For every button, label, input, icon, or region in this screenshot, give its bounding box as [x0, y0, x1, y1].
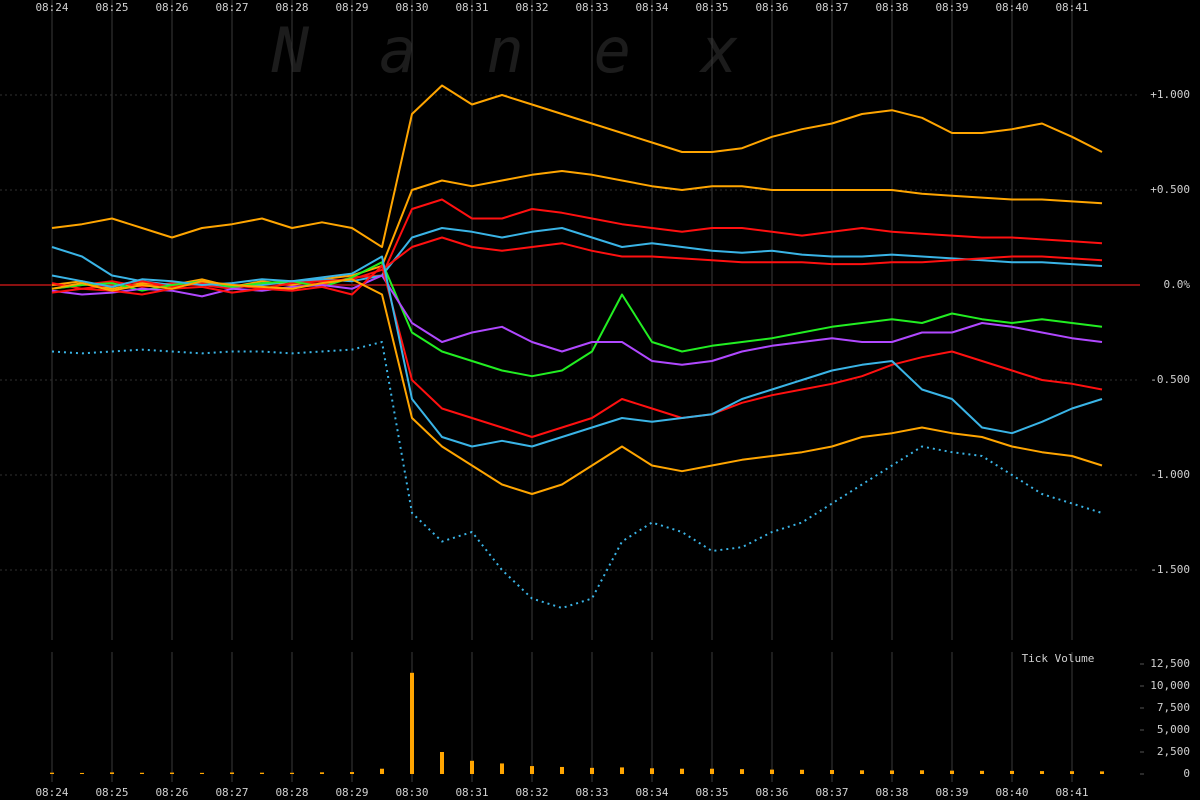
x-tick-label: 08:30 [395, 1, 428, 14]
x-tick-label: 08:35 [695, 786, 728, 799]
volume-bar [1070, 771, 1074, 774]
x-tick-label: 08:29 [335, 786, 368, 799]
x-tick-label: 08:24 [35, 1, 68, 14]
x-tick-label: 08:32 [515, 786, 548, 799]
volume-bar [1100, 771, 1104, 774]
volume-bar [680, 768, 684, 774]
volume-bar [980, 770, 984, 774]
volume-bar [650, 768, 654, 774]
volume-bar [740, 769, 744, 774]
y-tick-label: 10,000 [1150, 679, 1190, 692]
y-tick-label: 2,500 [1157, 745, 1190, 758]
volume-bar [800, 769, 804, 774]
volume-bar [830, 770, 834, 774]
volume-bar [380, 768, 384, 774]
y-tick-label: -1.500 [1150, 563, 1190, 576]
y-tick-label: 0 [1183, 767, 1190, 780]
x-tick-label: 08:36 [755, 1, 788, 14]
volume-bar [200, 772, 204, 774]
x-tick-label: 08:39 [935, 786, 968, 799]
panel-title: Tick Volume [1022, 652, 1095, 665]
volume-bar [530, 766, 534, 774]
x-tick-label: 08:38 [875, 1, 908, 14]
volume-bar [470, 760, 474, 774]
x-tick-label: 08:38 [875, 786, 908, 799]
price-line [51, 265, 1103, 438]
volume-bar [710, 768, 714, 774]
price-line [51, 274, 1103, 366]
volume-bar [560, 766, 564, 774]
y-tick-label: 7,500 [1157, 701, 1190, 714]
y-tick-label: +1.000 [1150, 88, 1190, 101]
x-tick-label: 08:33 [575, 786, 608, 799]
x-tick-label: 08:39 [935, 1, 968, 14]
price-line [51, 198, 1103, 290]
x-tick-label: 08:25 [95, 1, 128, 14]
x-tick-label: 08:25 [95, 786, 128, 799]
volume-bar [890, 770, 894, 774]
volume-bar [620, 767, 624, 774]
x-tick-label: 08:27 [215, 786, 248, 799]
volume-bar [770, 769, 774, 774]
x-tick-label: 08:31 [455, 1, 488, 14]
volume-bar [110, 772, 114, 774]
x-tick-label: 08:27 [215, 1, 248, 14]
x-tick-label: 08:34 [635, 786, 668, 799]
y-tick-label: 12,500 [1150, 657, 1190, 670]
x-tick-label: 08:28 [275, 786, 308, 799]
volume-bar [320, 772, 324, 774]
volume-bar [290, 772, 294, 774]
price-line [51, 261, 1103, 378]
x-tick-label: 08:35 [695, 1, 728, 14]
x-tick-label: 08:40 [995, 786, 1028, 799]
volume-bar [170, 772, 174, 774]
volume-bar [140, 772, 144, 774]
x-tick-label: 08:36 [755, 786, 788, 799]
x-tick-label: 08:31 [455, 786, 488, 799]
x-tick-label: 08:41 [1055, 1, 1088, 14]
volume-bar [590, 767, 594, 774]
watermark: Nanex [271, 14, 809, 87]
volume-bar [260, 772, 264, 774]
x-tick-label: 08:32 [515, 1, 548, 14]
volume-bar [230, 772, 234, 774]
volume-bar [860, 770, 864, 774]
x-tick-label: 08:41 [1055, 786, 1088, 799]
volume-bar [410, 672, 414, 774]
volume-bar [1040, 771, 1044, 774]
x-tick-label: 08:33 [575, 1, 608, 14]
y-tick-label: -0.500 [1150, 373, 1190, 386]
y-tick-label: 0.0% [1164, 278, 1191, 291]
x-tick-label: 08:26 [155, 1, 188, 14]
price-line [51, 341, 1103, 609]
volume-bar [50, 772, 54, 774]
volume-bar [920, 770, 924, 774]
x-tick-label: 08:29 [335, 1, 368, 14]
x-tick-label: 08:30 [395, 786, 428, 799]
price-line [51, 278, 1103, 495]
x-tick-label: 08:28 [275, 1, 308, 14]
y-tick-label: +0.500 [1150, 183, 1190, 196]
volume-bar [1010, 770, 1014, 774]
y-tick-label: 5,000 [1157, 723, 1190, 736]
volume-bar [80, 772, 84, 774]
x-tick-label: 08:37 [815, 786, 848, 799]
price-line [51, 84, 1103, 248]
volume-bar [350, 772, 354, 774]
x-tick-label: 08:24 [35, 786, 68, 799]
x-tick-label: 08:40 [995, 1, 1028, 14]
x-tick-label: 08:34 [635, 1, 668, 14]
volume-bar [500, 763, 504, 774]
y-tick-label: -1.000 [1150, 468, 1190, 481]
volume-bar [440, 752, 444, 774]
volume-bar [950, 770, 954, 774]
x-tick-label: 08:26 [155, 786, 188, 799]
x-tick-label: 08:37 [815, 1, 848, 14]
